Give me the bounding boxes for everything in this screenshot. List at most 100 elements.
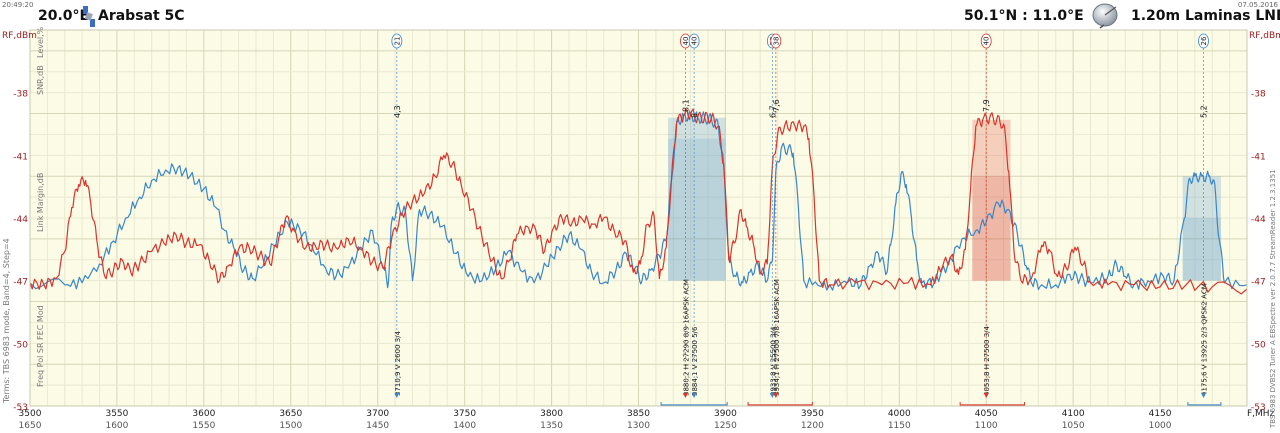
- channel-fill-core: [1182, 218, 1221, 281]
- carrier-snr: 8: [690, 113, 699, 118]
- y-tick-label-left: -44: [13, 215, 28, 225]
- x-tick-if-label: 1650: [19, 421, 42, 431]
- carrier-badge: [980, 33, 992, 49]
- carrier-number: 40: [983, 37, 991, 46]
- x-tick-label: 4100: [1062, 409, 1085, 419]
- x-tick-label: 3950: [801, 409, 824, 419]
- x-tick-label: 4150: [1149, 409, 1172, 419]
- carrier-params: 4053,8 H 27500 3/4: [983, 325, 991, 396]
- carrier-arrow: [691, 393, 697, 398]
- channel-fill: [668, 117, 726, 281]
- series-line-red: [29, 108, 1248, 295]
- channel-fill: [972, 119, 1011, 281]
- carrier-number: 40: [691, 37, 699, 46]
- band-marks: [660, 402, 1222, 406]
- x-tick-if-label: 1500: [279, 421, 302, 431]
- x-tick-if-label: 1350: [540, 421, 563, 431]
- y-tick-label-left: -47: [13, 278, 28, 288]
- carrier-number: 26: [1200, 36, 1208, 45]
- carrier-badge: [770, 33, 782, 49]
- site-location: 50.1°N : 11.0°E: [964, 8, 1084, 24]
- y-tick-label-right: -53: [1251, 403, 1266, 413]
- grid: [30, 30, 1247, 406]
- clock-date: 07.05.2016: [1237, 1, 1278, 9]
- x-tick-label: 4000: [888, 409, 911, 419]
- carrier-arrow: [1201, 393, 1207, 398]
- terms-label: Terms: TBS 6983 mode, Band=4, Step=4: [2, 238, 11, 404]
- x-axis-unit: F,MHz: [1247, 409, 1275, 419]
- software-info: TBS 6983 DVBS2 Tuner A EBSpectre ver 2.0…: [1269, 169, 1277, 429]
- carrier-params: 4175,6 V 13925 2/3 QPSK2 ACM: [1201, 283, 1209, 396]
- channel-fills: [668, 117, 1221, 281]
- carrier-arrow: [769, 393, 775, 398]
- carrier-markers: 21 4,3 3710,9 V 2600 3/4 40 8,1 3880,2 H 2729…: [391, 33, 1209, 398]
- carrier-params: 3884,1 V 27500 5/6: [691, 326, 699, 396]
- y-tick-label-right: -47: [1251, 278, 1266, 288]
- channel-fill: [1182, 176, 1221, 281]
- carrier-snr: 6,7: [768, 105, 777, 118]
- x-tick-if-label: 1100: [975, 421, 998, 431]
- satellite-name: Arabsat 5C: [98, 8, 185, 24]
- x-tick-label: 4050: [975, 409, 998, 419]
- carrier-params: 3934,1 H 27500 7/8 16APSK ACM: [773, 279, 781, 396]
- x-tick-label: 3500: [19, 409, 42, 419]
- y-tick-label-left: -50: [13, 340, 28, 350]
- carrier-snr: 7,9: [982, 99, 991, 112]
- y-axis-label-right: RF,dBm: [1249, 31, 1280, 41]
- dish-icon: [1092, 3, 1118, 29]
- channel-fill-core: [668, 138, 726, 281]
- satellite-position: 20.0°E: [38, 8, 90, 24]
- y-axis-label-left: RF,dBm: [2, 31, 37, 41]
- x-tick-label: 3850: [627, 409, 650, 419]
- x-tick-label: 3700: [366, 409, 389, 419]
- x-tick-label: 3750: [453, 409, 476, 419]
- y-tick-label-right: -41: [1251, 152, 1266, 162]
- x-tick-label: 3900: [714, 409, 737, 419]
- carrier-params: 3933,8 V 25500 3/4: [769, 326, 777, 396]
- x-tick-if-label: 1550: [192, 421, 215, 431]
- x-tick-label: 3650: [279, 409, 302, 419]
- x-tick-if-label: 1450: [366, 421, 389, 431]
- axis-ticks: 3500 1650 3550 1600 3600 1550 3650 1500 3700 1450…: [13, 90, 1266, 431]
- carrier-params: 3880,2 H 27290 8/9 16APSK ACM: [682, 279, 690, 396]
- x-tick-label: 3800: [540, 409, 563, 419]
- carrier-arrow: [983, 393, 989, 398]
- x-tick-if-label: 1300: [627, 421, 650, 431]
- snr-axis-label: SNR,dB: [36, 65, 45, 95]
- carrier-badge: [688, 33, 700, 49]
- params-axis-label: Freq Pol SR FEC Mod: [36, 305, 45, 387]
- x-tick-if-label: 1050: [1062, 421, 1085, 431]
- x-tick-label: 3550: [105, 409, 128, 419]
- carrier-arrow: [394, 393, 400, 398]
- carrier-snr: 7,6: [772, 99, 781, 112]
- y-tick-label-right: -38: [1251, 90, 1266, 100]
- carrier-badge: [1198, 33, 1209, 49]
- carrier-number: 21: [393, 37, 401, 46]
- carrier-badge: [391, 33, 403, 49]
- x-tick-if-label: 1400: [453, 421, 476, 431]
- carrier-arrow: [773, 393, 779, 398]
- level-axis-label: Level,%: [36, 26, 45, 58]
- clock-time: 20:49:20: [2, 1, 34, 9]
- carrier-snr: 4,3: [393, 105, 402, 118]
- channel-fill-core: [972, 176, 1011, 281]
- x-tick-label: 3600: [192, 409, 215, 419]
- link-margin-axis-label: Link Margin,dB: [36, 173, 45, 232]
- x-tick-if-label: 1200: [801, 421, 824, 431]
- y-tick-label-left: -53: [13, 403, 28, 413]
- x-tick-if-label: 1000: [1149, 421, 1172, 431]
- carrier-snr: 5,2: [1200, 105, 1209, 118]
- satellite-icon: [83, 6, 95, 27]
- x-tick-if-label: 1600: [105, 421, 128, 431]
- dish-info: 1.20m Laminas LNB CBand: [1131, 8, 1280, 24]
- carrier-params: 3710,9 V 2600 3/4: [394, 330, 402, 396]
- carrier-arrow: [682, 393, 688, 398]
- carrier-number: 40: [682, 37, 690, 46]
- y-tick-label-right: -50: [1251, 340, 1266, 350]
- carrier-number: 38: [772, 37, 780, 46]
- y-tick-label-right: -44: [1251, 215, 1266, 225]
- y-tick-label-left: -41: [13, 152, 28, 162]
- header-bar: 20:49:20 07.05.2016 20.0°E Arabsat 5C 50…: [0, 0, 1280, 30]
- x-tick-if-label: 1150: [888, 421, 911, 431]
